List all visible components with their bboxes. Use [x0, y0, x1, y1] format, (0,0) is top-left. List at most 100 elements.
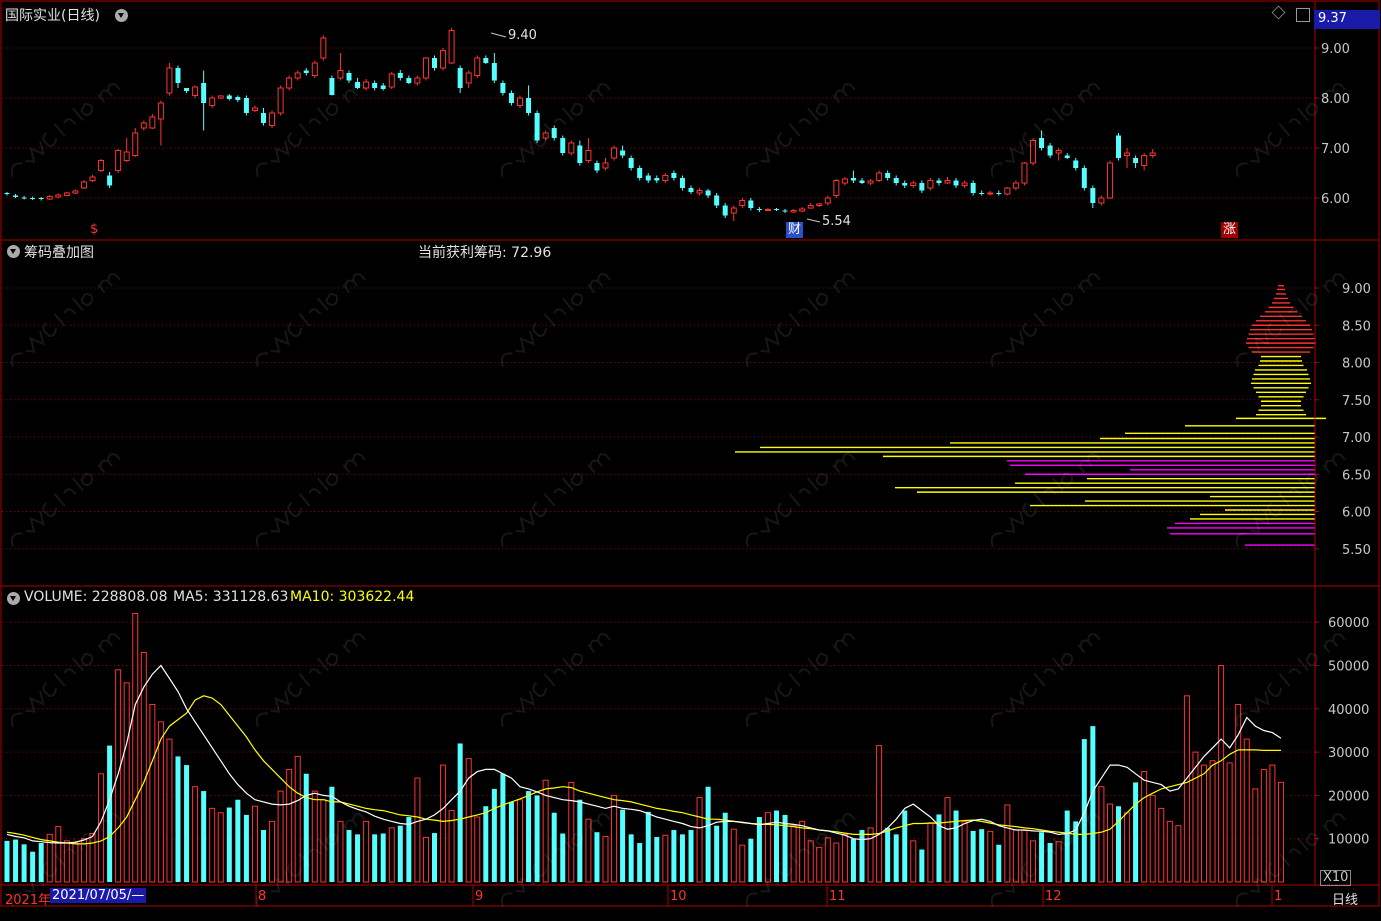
volume-bar [1055, 841, 1062, 883]
candle-body [149, 116, 156, 129]
dividend-marker[interactable]: $ [90, 222, 99, 237]
volume-bar [98, 773, 105, 883]
candle-body [243, 98, 249, 113]
stock-title: 国际实业(日线) [5, 8, 100, 24]
volume-bar [611, 794, 618, 883]
candle-body [508, 93, 514, 103]
chip-tick-label: 7.00 [1342, 431, 1371, 446]
volume-bar [235, 799, 241, 882]
candle-body [1073, 160, 1079, 168]
date-cursor-box[interactable]: 2021/07/05/— [50, 888, 147, 903]
chip-tick-label: 5.50 [1342, 543, 1371, 558]
chip-panel-menu-button[interactable] [7, 245, 20, 258]
limit-up-badge[interactable]: 涨 [1221, 222, 1239, 238]
volume-bar [474, 816, 481, 883]
volume-bar [1226, 762, 1233, 883]
candle-body [261, 113, 266, 123]
candle-body [46, 196, 53, 200]
candle-body [807, 205, 814, 209]
candle-body [1030, 140, 1036, 164]
volume-bar [1081, 739, 1087, 882]
candle-body [1090, 188, 1096, 203]
candle-body [790, 210, 797, 213]
candle-body [628, 158, 634, 168]
volume-bar [1047, 843, 1053, 882]
volume-bar [970, 830, 976, 882]
candle-body [217, 95, 224, 99]
volume-panel-menu-button[interactable] [7, 592, 20, 605]
candle-body [867, 180, 874, 184]
candle-body [1149, 152, 1156, 156]
volume-bar [115, 669, 122, 883]
candle-body [500, 83, 506, 93]
volume-bar [192, 786, 199, 883]
volume-bar [1039, 832, 1045, 882]
month-label: 8 [258, 889, 267, 904]
candle-body [397, 73, 403, 78]
candle-body [551, 128, 557, 138]
price-tick-label: 8.00 [1321, 92, 1350, 107]
volume-bar [927, 822, 934, 883]
indicator-menu-button[interactable] [115, 9, 128, 22]
volume-bar [662, 834, 669, 883]
candle-body [859, 180, 865, 183]
candle-body [662, 175, 669, 181]
volume-bar [243, 814, 249, 882]
volume-bar [1064, 810, 1070, 882]
finance-badge[interactable]: 财 [786, 222, 804, 238]
volume-bar [1166, 820, 1173, 883]
candle-body [1081, 168, 1087, 188]
volume-bar [422, 836, 429, 883]
candle-body [602, 162, 609, 169]
candle-body [55, 194, 62, 198]
volume-bar [303, 773, 309, 882]
period-label[interactable]: 日线 [1332, 893, 1359, 908]
candle-body [756, 209, 762, 210]
candle-body [277, 87, 284, 114]
volume-bar [1158, 807, 1165, 883]
volume-bar [577, 799, 583, 882]
volume-bar [979, 829, 985, 882]
candle-body [184, 88, 190, 91]
candle-body [355, 82, 361, 88]
candle-body [406, 78, 412, 83]
candle-body [1004, 187, 1011, 195]
volume-bar [876, 745, 883, 883]
volume-bar [1183, 695, 1190, 883]
volume-bar [286, 768, 293, 883]
candle-body [98, 160, 105, 171]
volume-bar [602, 836, 609, 883]
volume-tick-label: 40000 [1328, 703, 1369, 718]
candle-body [953, 180, 959, 186]
volume-bar [329, 786, 335, 882]
volume-bar [483, 806, 489, 882]
candle-body [560, 138, 566, 153]
volume-bar [568, 781, 575, 883]
volume-bar [1106, 803, 1113, 883]
volume-bar [1260, 768, 1267, 883]
volume-tick-label: 20000 [1328, 789, 1369, 804]
volume-bar [679, 834, 685, 882]
price-tick-label: 6.00 [1321, 192, 1350, 207]
candle-body [235, 97, 241, 100]
candle-body [893, 178, 899, 183]
candle-body [157, 102, 164, 120]
candle-body [192, 86, 199, 96]
restore-window-icon[interactable] [1296, 8, 1310, 22]
candle-body [987, 192, 994, 195]
candle-body [132, 132, 139, 156]
volume-bar [465, 758, 472, 883]
price-tick-label: 7.00 [1321, 142, 1350, 157]
candle-body [1106, 162, 1113, 199]
volume-bar [987, 830, 994, 883]
volume-bar [807, 840, 814, 883]
volume-bar [261, 830, 266, 882]
candle-body [841, 178, 848, 184]
candle-body [38, 198, 44, 199]
volume-bar [397, 825, 403, 882]
year-label: 2021年 [5, 893, 52, 908]
candle-body [440, 50, 447, 69]
volume-bar [38, 843, 44, 882]
month-label: 11 [829, 889, 846, 904]
